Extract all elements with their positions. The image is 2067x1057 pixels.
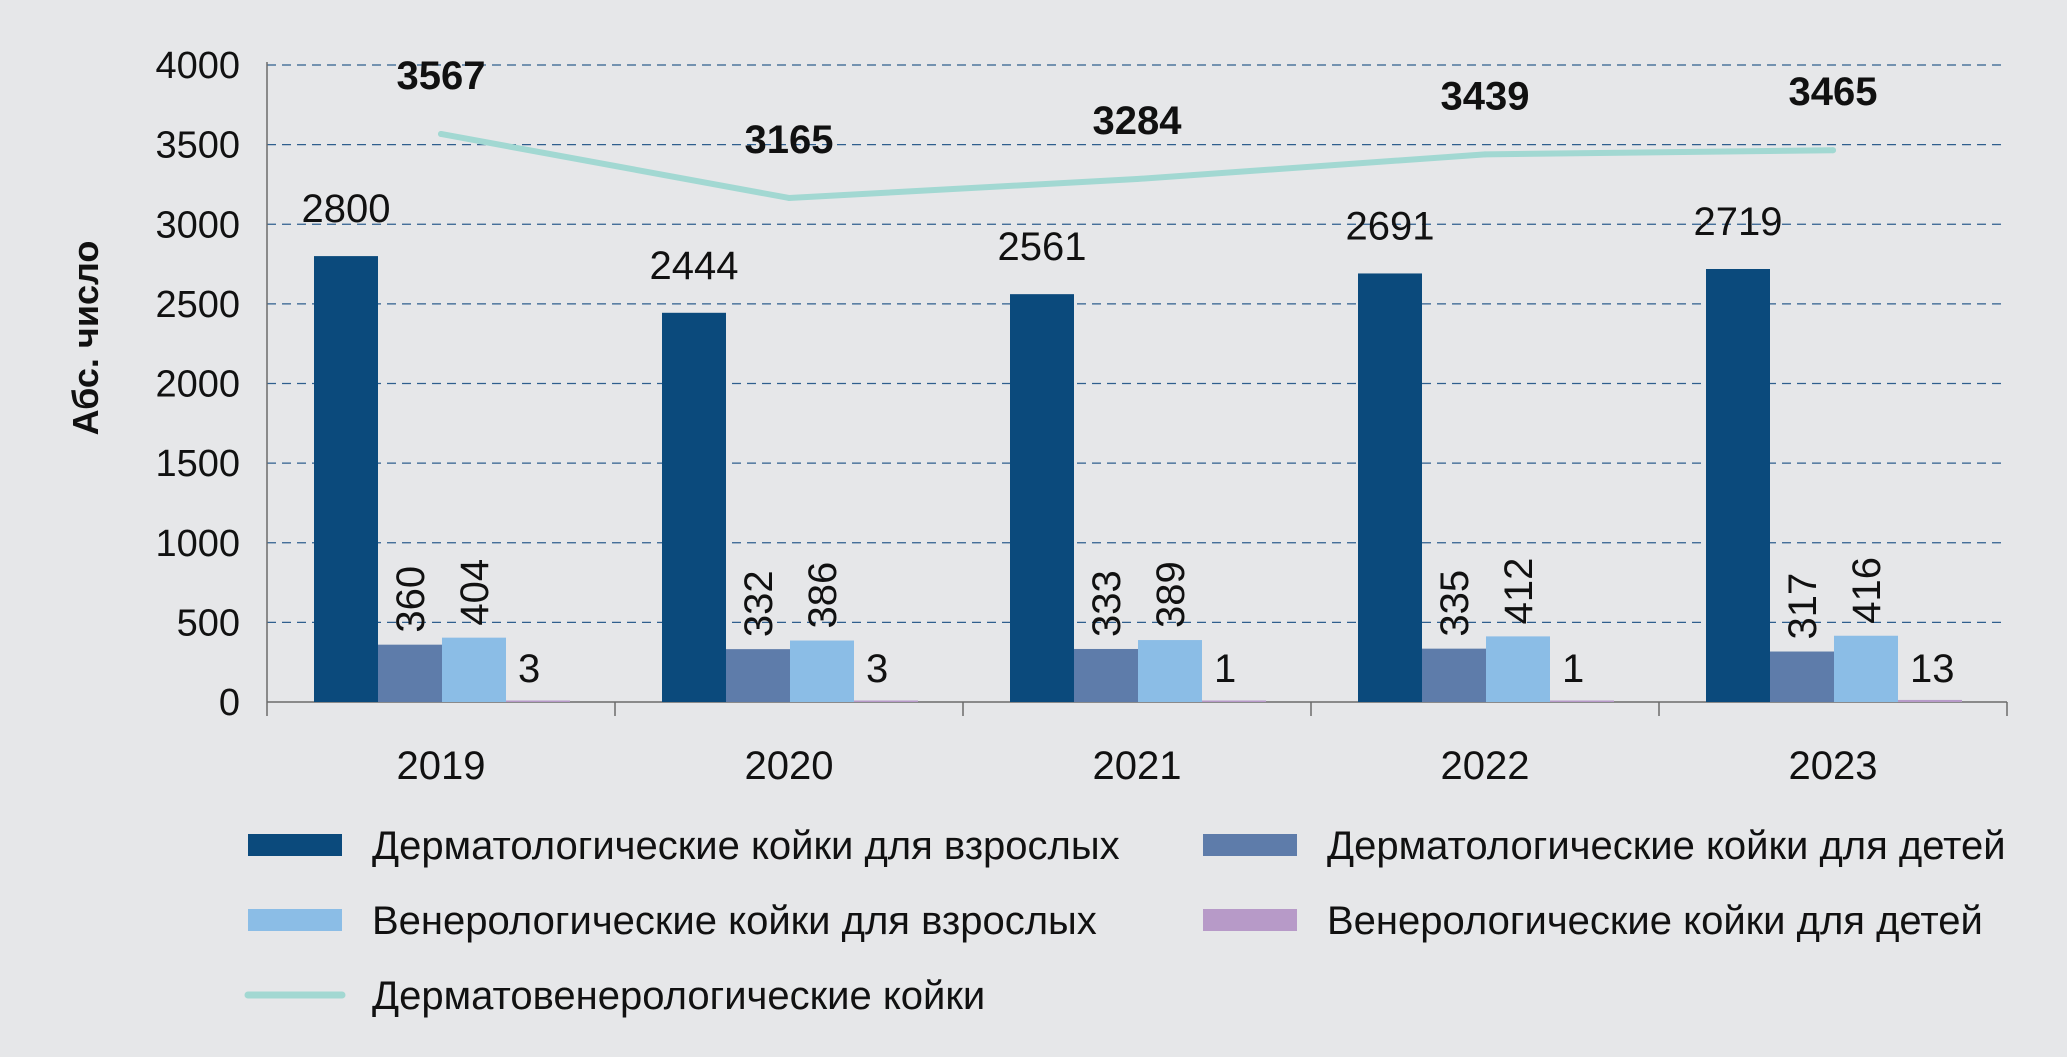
line-point-0	[438, 130, 444, 137]
bar-data-label: 389	[1149, 561, 1193, 628]
line-data-label: 3567	[397, 54, 486, 98]
legend-label: Венерологические койки для взрослых	[372, 899, 1097, 943]
legend-label: Дерматологические койки для взрослых	[372, 824, 1120, 868]
y-axis-label: Абс. число	[65, 241, 106, 436]
y-tick-label: 500	[177, 602, 240, 644]
legend-item-4: Дерматовенерологические койки	[244, 974, 985, 1018]
bar-data-label: 412	[1497, 558, 1541, 625]
bar-data-label: 2561	[998, 225, 1087, 269]
bar-s0-c4	[1706, 268, 1770, 702]
bar-data-label: 360	[389, 566, 433, 633]
x-tick-label: 2019	[397, 744, 486, 788]
x-tick-label: 2022	[1441, 744, 1530, 788]
y-tick-label: 0	[219, 682, 240, 724]
bar-data-label: 2444	[650, 244, 739, 288]
bars	[314, 256, 1962, 702]
legend-label: Венерологические койки для детей	[1327, 899, 1983, 943]
bar-data-label: 416	[1845, 557, 1889, 624]
x-tick-label: 2020	[745, 744, 834, 788]
bar-s1-c3	[1422, 648, 1486, 702]
legend-item-2: Венерологические койки для взрослых	[248, 899, 1097, 943]
bar-data-label: 2691	[1346, 204, 1435, 248]
legend-swatch	[1203, 834, 1297, 856]
bar-data-label: 333	[1085, 570, 1129, 637]
bar-data-label: 13	[1910, 647, 1955, 691]
bar-data-label: 3	[518, 647, 540, 691]
bar-s1-c4	[1770, 651, 1834, 702]
legend-item-0: Дерматологические койки для взрослых	[248, 824, 1120, 868]
bar-data-label: 2800	[302, 187, 391, 231]
bar-data-label: 335	[1433, 570, 1477, 637]
bar-data-label: 332	[737, 570, 781, 637]
bar-data-label: 1	[1214, 647, 1236, 691]
bar-s0-c3	[1358, 273, 1422, 702]
bar-data-label: 404	[453, 559, 497, 626]
line-point-3	[1482, 151, 1488, 158]
data-labels: 2800 2444 2561 2691 2719 360 332 333 335 317 404 38…	[302, 54, 1955, 691]
bar-s0-c0	[314, 256, 378, 702]
bar-s2-c1	[790, 640, 854, 702]
x-tick-label: 2023	[1789, 744, 1878, 788]
legend-item-1: Дерматологические койки для детей	[1203, 824, 2006, 868]
bar-s0-c2	[1010, 294, 1074, 702]
legend-item-3: Венерологические койки для детей	[1203, 899, 1983, 943]
y-tick-label: 2500	[155, 284, 240, 326]
y-tick-label: 4000	[155, 45, 240, 87]
line-data-label: 3165	[745, 118, 834, 162]
bar-s2-c2	[1138, 640, 1202, 702]
line-data-label: 3284	[1093, 99, 1183, 143]
legend-swatch	[248, 909, 342, 931]
grid-lines	[267, 64, 2007, 623]
bar-s3-c0	[506, 700, 570, 702]
bar-data-label: 317	[1781, 573, 1825, 640]
y-tick-label: 2000	[155, 364, 240, 406]
bar-s2-c3	[1486, 636, 1550, 702]
bar-s1-c1	[726, 649, 790, 702]
bar-s1-c0	[378, 644, 442, 702]
y-tick-label: 3500	[155, 125, 240, 167]
bar-s3-c2	[1202, 700, 1266, 702]
line-point-2	[1134, 176, 1140, 183]
bar-s3-c3	[1550, 700, 1614, 702]
bar-s0-c1	[662, 312, 726, 702]
bar-data-label: 2719	[1694, 200, 1783, 244]
bar-data-label: 3	[866, 647, 888, 691]
line-point-4	[1830, 147, 1836, 154]
legend-swatch	[248, 834, 342, 856]
bar-s3-c1	[854, 700, 918, 702]
legend: Дерматологические койки для взрослых Дерм…	[244, 824, 2006, 1018]
legend-label: Дерматологические койки для детей	[1327, 824, 2006, 868]
y-tick-label: 3000	[155, 204, 240, 246]
line-series	[438, 130, 1836, 201]
bar-data-label: 386	[801, 562, 845, 629]
legend-swatch	[1203, 909, 1297, 931]
bar-s3-c4	[1898, 699, 1962, 702]
bar-data-label: 1	[1562, 647, 1584, 691]
bar-s2-c4	[1834, 635, 1898, 702]
y-tick-label: 1000	[155, 523, 240, 565]
axes: 0 500 1000 1500 2000 2500 3000 3500 4000 2019 2020…	[155, 45, 2008, 788]
line-series-path	[438, 130, 1836, 201]
bar-s1-c2	[1074, 648, 1138, 702]
line-data-label: 3465	[1789, 70, 1878, 114]
line-point-1	[786, 194, 792, 201]
y-tick-label: 1500	[155, 443, 240, 485]
line-data-label: 3439	[1441, 74, 1530, 118]
x-tick-label: 2021	[1093, 744, 1182, 788]
bar-s2-c0	[442, 637, 506, 702]
legend-label: Дерматовенерологические койки	[372, 974, 985, 1018]
